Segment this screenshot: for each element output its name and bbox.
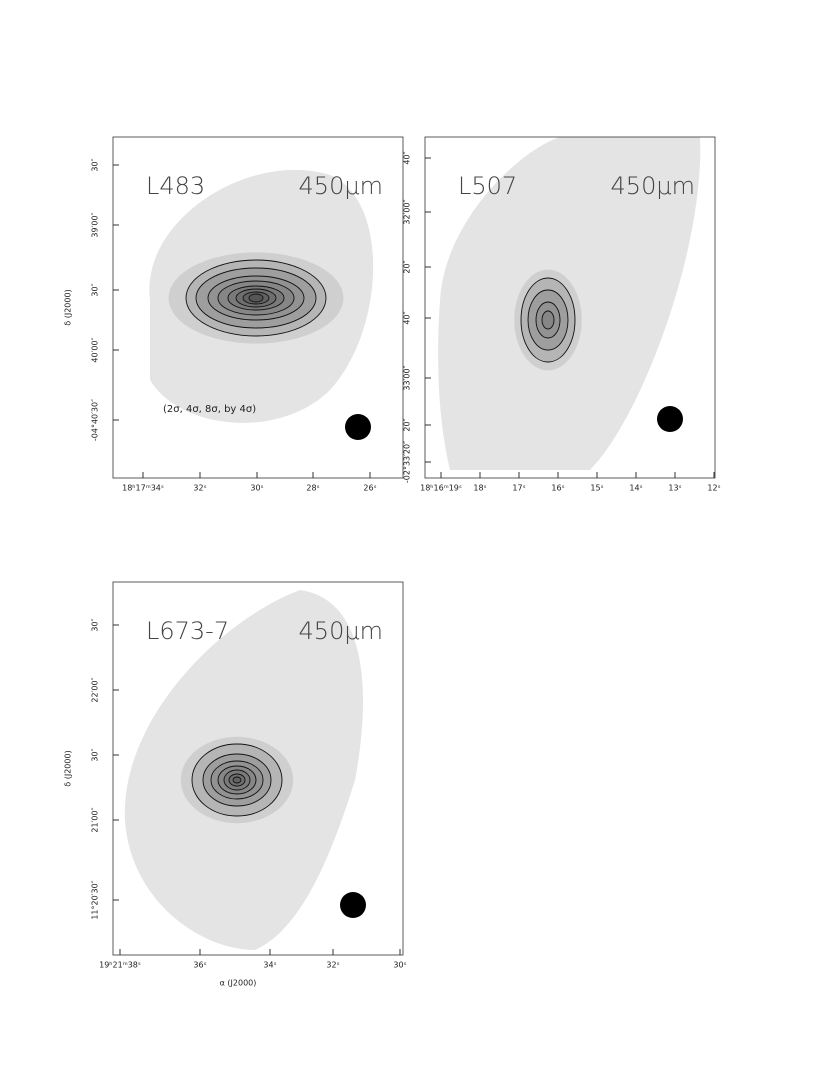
y-tick-label: 40′00″ bbox=[91, 337, 100, 362]
y-tick-label: 30″ bbox=[91, 618, 100, 631]
axes-frame bbox=[112, 136, 404, 479]
x-tick-label: 32ˢ bbox=[193, 484, 206, 493]
x-tick-label: 18ʰ16ᵐ19ˢ bbox=[420, 484, 462, 493]
x-tick-label: 12ˢ bbox=[707, 484, 720, 493]
beam bbox=[657, 406, 683, 432]
y-tick-label: 30″ bbox=[91, 158, 100, 171]
axes-frame bbox=[112, 581, 404, 956]
x-tick-label: 18ʰ17ᵐ34ˢ bbox=[122, 484, 164, 493]
x-tick-label: 14ˢ bbox=[629, 484, 642, 493]
y-axis-label: δ (J2000) bbox=[64, 289, 73, 325]
beam bbox=[340, 892, 366, 918]
map-panel: L483 450μm (2σ, 4σ, 8σ, by 4σ) 18ʰ17ᵐ34ˢ 32ˢ… bbox=[64, 136, 404, 493]
x-axis-label: α (J2000) bbox=[220, 979, 257, 988]
x-tick-label: 26ˢ bbox=[363, 484, 376, 493]
y-tick-label: 20″ bbox=[403, 260, 412, 273]
x-tick-label: 18ˢ bbox=[473, 484, 486, 493]
y-tick-label: 30″ bbox=[91, 748, 100, 761]
x-tick-label: 28ˢ bbox=[306, 484, 319, 493]
band-label: 450μm bbox=[299, 617, 383, 645]
x-tick-label: 30ˢ bbox=[250, 484, 263, 493]
source-label: L507 bbox=[458, 172, 517, 200]
x-tick-label: 17ˢ bbox=[512, 484, 525, 493]
contour bbox=[541, 310, 555, 330]
contour bbox=[232, 776, 242, 784]
y-tick-label: 11°20′30″ bbox=[91, 880, 100, 919]
x-tick-label: 30ˢ bbox=[393, 961, 406, 970]
y-tick-label: 22′00″ bbox=[91, 677, 100, 702]
x-tick-label: 13ˢ bbox=[668, 484, 681, 493]
band-label: 450μm bbox=[299, 172, 383, 200]
y-tick-label: -04°40′30″ bbox=[91, 399, 100, 441]
contour-note: (2σ, 4σ, 8σ, by 4σ) bbox=[163, 404, 256, 415]
y-axis-label: δ (J2000) bbox=[64, 750, 73, 786]
y-tick-label: 21′00″ bbox=[91, 807, 100, 832]
y-tick-label: 40″ bbox=[403, 151, 412, 164]
y-tick-label: 40″ bbox=[403, 311, 412, 324]
y-tick-label: 32′00″ bbox=[403, 199, 412, 224]
map-panel: L673-7 450μm 19ʰ21ᵐ38ˢ 36ˢ 34ˢ 32ˢ 30ˢ 30″ 22′00… bbox=[64, 581, 407, 988]
beam bbox=[345, 414, 371, 440]
x-tick-label: 19ʰ21ᵐ38ˢ bbox=[99, 961, 141, 970]
x-tick-label: 32ˢ bbox=[326, 961, 339, 970]
map-panel: L507 450μm 18ʰ16ᵐ19ˢ 18ˢ 17ˢ 16ˢ 15ˢ 14ˢ 13ˢ 12ˢ 4… bbox=[403, 136, 721, 493]
x-tick-label: 15ˢ bbox=[590, 484, 603, 493]
x-tick-label: 36ˢ bbox=[193, 961, 206, 970]
y-tick-label: 30″ bbox=[91, 283, 100, 296]
source-label: L483 bbox=[146, 172, 205, 200]
axes-frame bbox=[424, 136, 716, 479]
contour bbox=[248, 293, 264, 303]
source-label: L673-7 bbox=[146, 617, 229, 645]
band-label: 450μm bbox=[611, 172, 695, 200]
y-tick-label: 20″ bbox=[403, 418, 412, 431]
y-tick-label: -02°33′20″ bbox=[403, 441, 412, 483]
y-tick-label: 39′00″ bbox=[91, 212, 100, 237]
x-tick-label: 34ˢ bbox=[263, 961, 276, 970]
y-tick-label: 33′00″ bbox=[403, 365, 412, 390]
x-tick-label: 16ˢ bbox=[551, 484, 564, 493]
